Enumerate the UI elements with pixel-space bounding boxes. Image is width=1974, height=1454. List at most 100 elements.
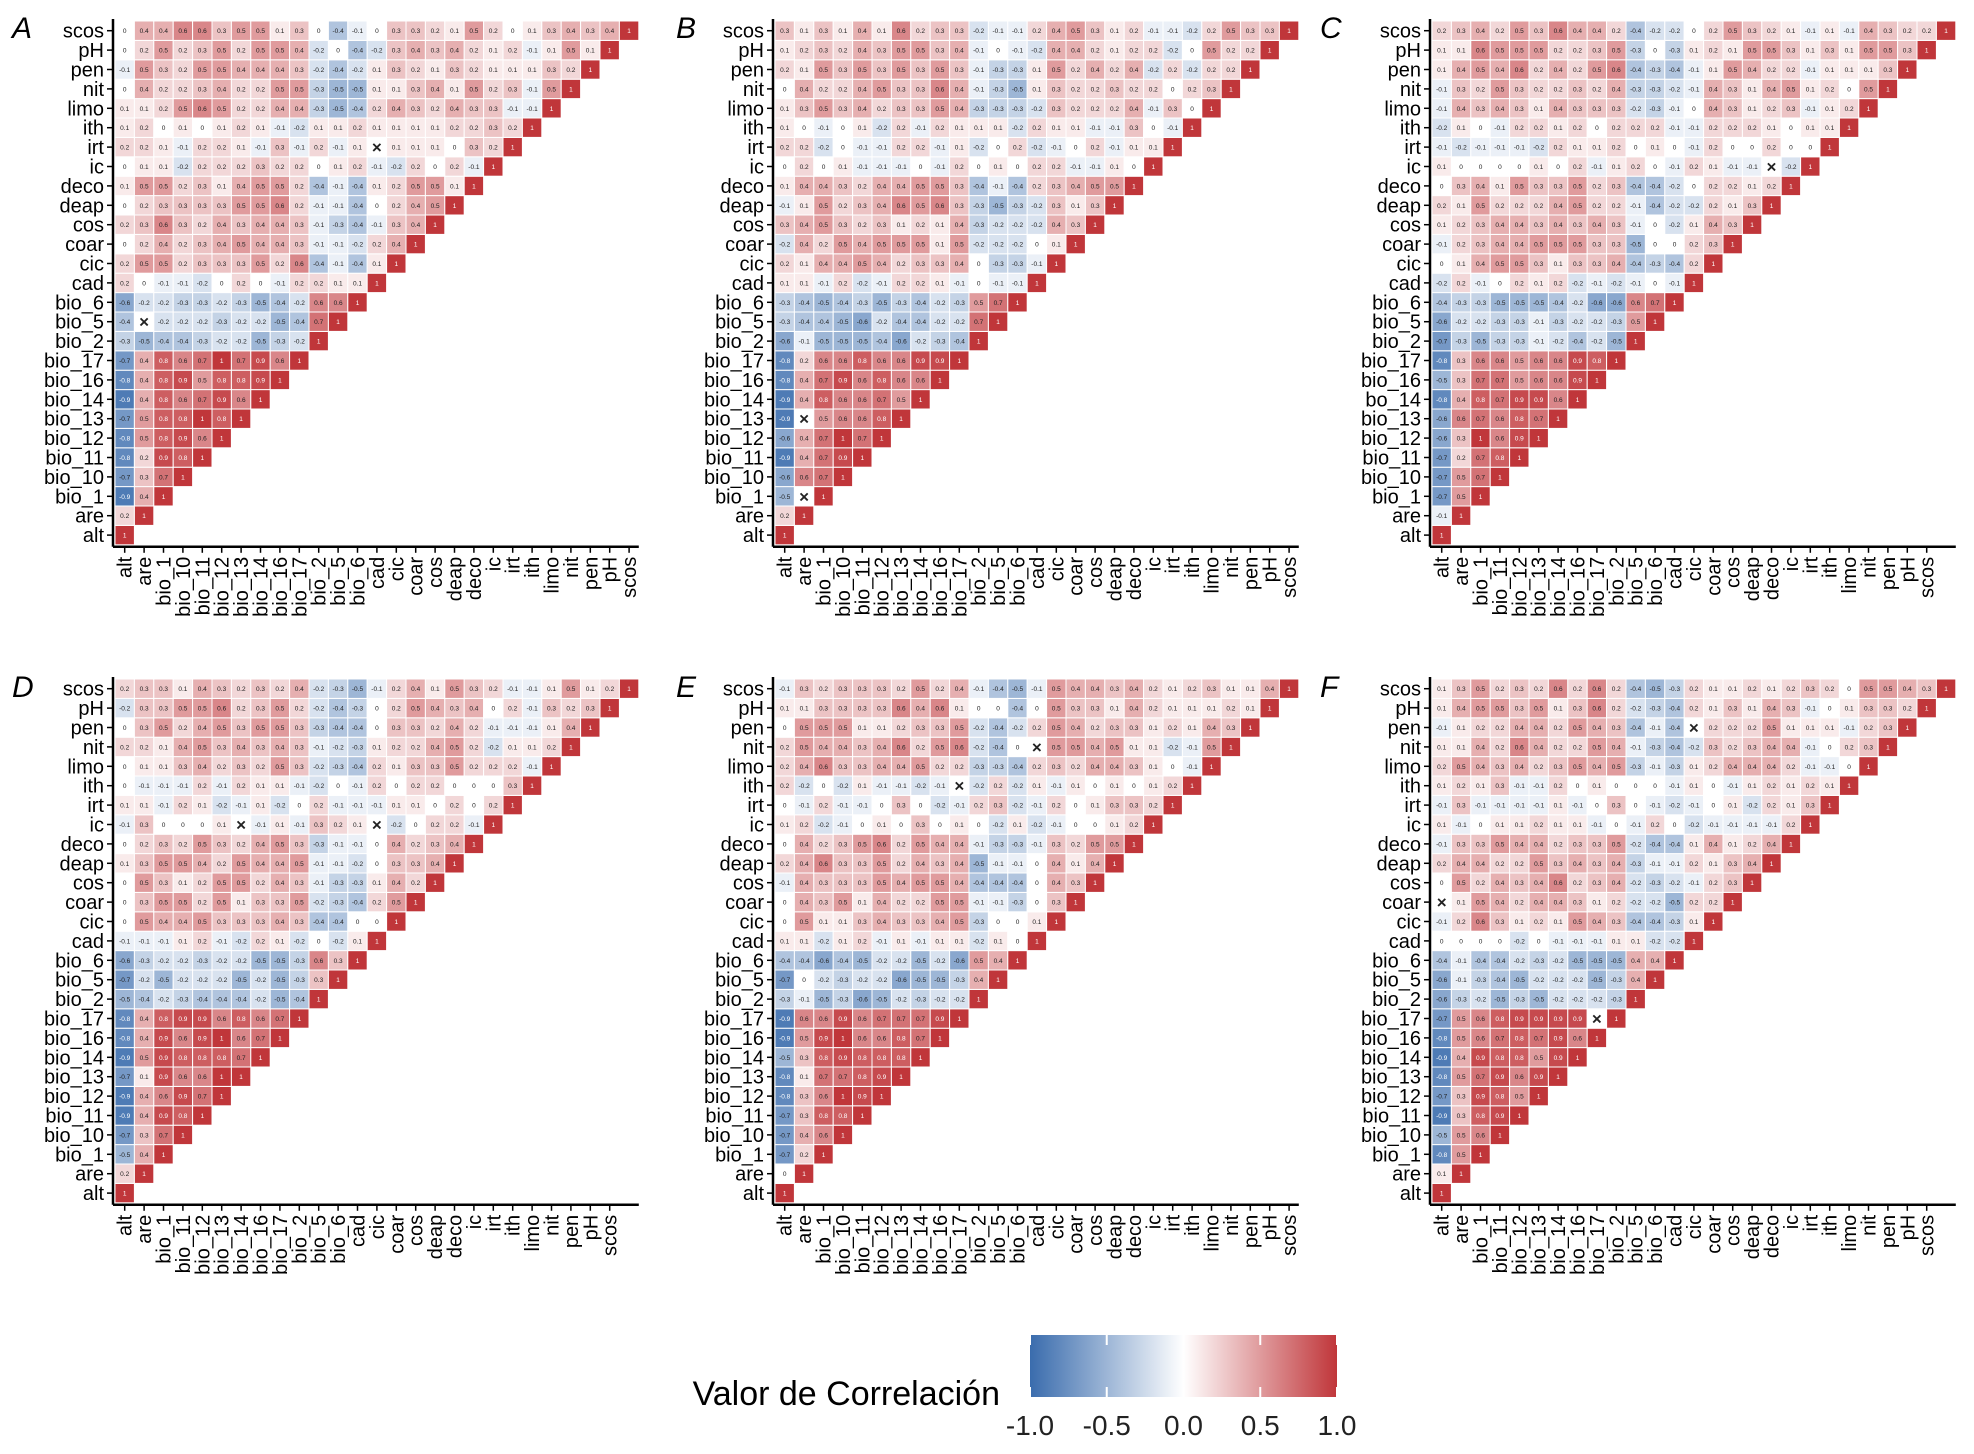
cell-value: 0.2 [314, 280, 323, 287]
cell-value: -0.1 [1455, 822, 1467, 829]
cell-value: 0.4 [955, 880, 964, 887]
x-tick-label: ith [522, 557, 544, 578]
cell-value: 1 [1132, 183, 1136, 190]
cell-value: 0 [1517, 164, 1521, 171]
cell-value: -0.8 [779, 1074, 791, 1081]
cell-value: 0.4 [275, 919, 284, 926]
cell-value: 0.2 [819, 803, 828, 810]
cell-value: 1 [1440, 533, 1444, 540]
cell-value: 1 [259, 397, 263, 404]
cell-value: -0.6 [1591, 300, 1603, 307]
cell-value: 0.4 [140, 377, 149, 384]
cell-value: 0.3 [1110, 86, 1119, 93]
cell-value: 0.5 [140, 880, 149, 887]
cell-value: -0.1 [798, 339, 810, 346]
cell-value: 0.4 [800, 861, 809, 868]
cell-value: 0.3 [411, 725, 420, 732]
cell-value: -0.2 [158, 958, 170, 965]
cell-value: 0.4 [1767, 86, 1776, 93]
cell-value: -0.1 [973, 900, 985, 907]
cell-value: 0.1 [1515, 822, 1524, 829]
cell-value: -0.2 [895, 958, 907, 965]
cell-value: -0.2 [138, 977, 150, 984]
cell-value: 0.9 [1515, 1016, 1524, 1023]
cell-value: 0.7 [994, 300, 1003, 307]
cell-value: 0.1 [1748, 86, 1757, 93]
cell-value: 0.5 [955, 725, 964, 732]
cell-value: -0.2 [313, 67, 325, 74]
cell-value: -0.9 [779, 1035, 791, 1042]
cell-value: 0.4 [800, 1132, 809, 1139]
cell-value: 0.2 [1592, 86, 1601, 93]
cell-value: -0.1 [1186, 744, 1198, 751]
cell-value: -0.3 [177, 997, 189, 1004]
cell-value: -0.2 [876, 125, 888, 132]
cell-value: 0.5 [819, 416, 828, 423]
cell-value: -0.5 [1611, 958, 1623, 965]
cell-value: 0.1 [935, 280, 944, 287]
cell-value: 1 [783, 1191, 787, 1198]
insignificant-mark: × [799, 487, 809, 506]
cell-value: 0.6 [858, 1035, 867, 1042]
cell-value: -0.2 [857, 977, 869, 984]
cell-value: 0.2 [916, 222, 925, 229]
cell-value: 0.4 [450, 841, 459, 848]
cell-value: 0.2 [1767, 106, 1776, 113]
cell-value: 0.1 [372, 67, 381, 74]
cell-value: -0.3 [954, 300, 966, 307]
cell-value: 0.2 [955, 164, 964, 171]
cell-value: 0.1 [1226, 686, 1235, 693]
cell-value: -0.1 [1649, 861, 1661, 868]
cell-value: -0.3 [197, 958, 209, 965]
cell-value: 0.5 [217, 880, 226, 887]
cell-value: 0 [220, 280, 224, 287]
cell-value: 0.6 [1631, 300, 1640, 307]
cell-value: 0 [1789, 125, 1793, 132]
cell-value: 0.3 [955, 203, 964, 210]
cell-value: 0.3 [431, 764, 440, 771]
cell-value: 0 [977, 706, 981, 713]
cell-value: -0.2 [158, 319, 170, 326]
cell-value: 0.5 [955, 919, 964, 926]
cell-value: 0.3 [295, 919, 304, 926]
cell-value: 0.2 [140, 841, 149, 848]
cell-value: 0.2 [392, 744, 401, 751]
cell-value: 0.3 [819, 900, 828, 907]
cell-value: 0 [1151, 125, 1155, 132]
y-tick-label: alt [83, 1183, 105, 1205]
cell-value: 0.5 [1457, 764, 1466, 771]
y-tick-label: deco [61, 834, 104, 856]
cell-value: 1 [181, 1132, 185, 1139]
cell-value: 0.4 [1476, 261, 1485, 268]
cell-value: -0.1 [1494, 803, 1506, 810]
cell-value: 0.2 [392, 706, 401, 713]
cell-value: 0.2 [275, 164, 284, 171]
cell-value: 0.4 [955, 261, 964, 268]
cell-value: 0.3 [838, 880, 847, 887]
cell-value: 0.3 [1592, 880, 1601, 887]
cell-value: 0.5 [159, 900, 168, 907]
insignificant-mark: × [1032, 738, 1042, 757]
cell-value: -0.1 [1591, 938, 1603, 945]
cell-value: -0.1 [1070, 164, 1082, 171]
cell-value: 0.4 [450, 106, 459, 113]
cell-value: 0.1 [780, 183, 789, 190]
cell-value: 0.8 [159, 397, 168, 404]
cell-value: -0.1 [1669, 106, 1681, 113]
cell-value: 0.2 [1457, 222, 1466, 229]
cell-value: -0.3 [1012, 900, 1024, 907]
cell-value: -0.5 [255, 339, 267, 346]
cell-value: 0.2 [1534, 86, 1543, 93]
cell-value: 0.1 [819, 919, 828, 926]
cell-value: 0.4 [955, 861, 964, 868]
cell-value: -0.8 [119, 436, 131, 443]
cell-value: 0.9 [1534, 1074, 1543, 1081]
cell-value: 0.3 [955, 67, 964, 74]
cell-value: 0 [1634, 783, 1638, 790]
cell-value: 0.4 [1709, 222, 1718, 229]
cell-value: 0 [375, 841, 379, 848]
cell-value: 0.2 [450, 822, 459, 829]
cell-value: 0.3 [256, 744, 265, 751]
cell-value: 0.2 [1052, 803, 1061, 810]
cell-value: 0.2 [1651, 822, 1660, 829]
